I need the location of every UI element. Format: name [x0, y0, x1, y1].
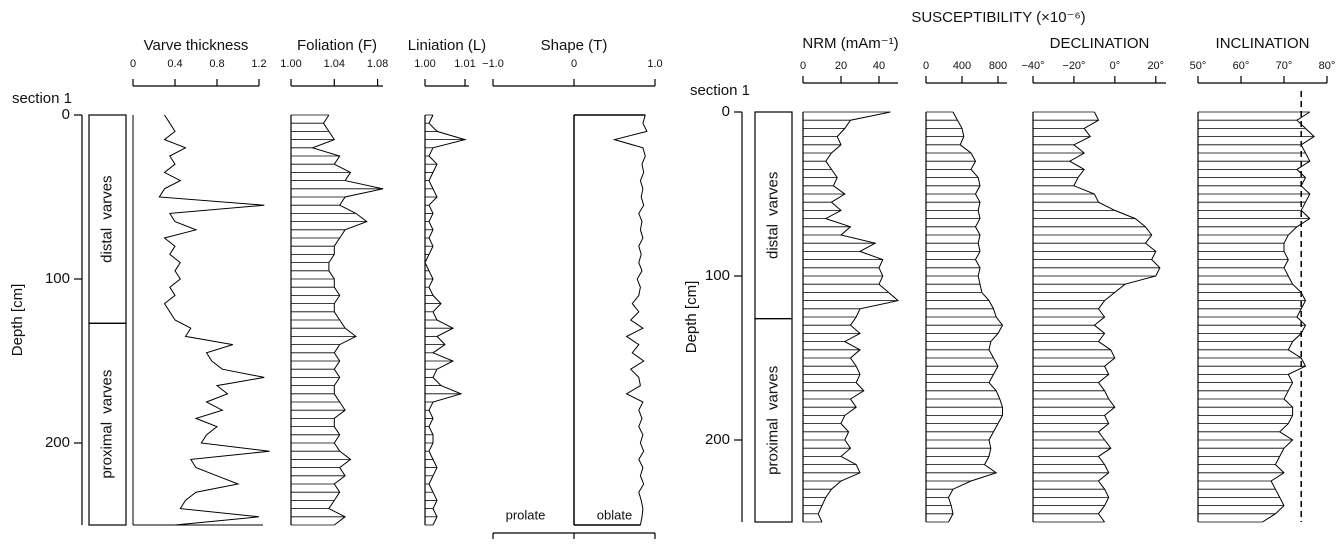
profile-line — [1262, 111, 1315, 523]
panel-title: NRM (mAm⁻¹) — [802, 35, 898, 52]
section-label: section 1 — [690, 82, 750, 99]
profile-line — [612, 114, 648, 526]
panel-title: Shape (T) — [541, 37, 608, 54]
x-tick-label: 1.2 — [251, 58, 266, 70]
panel-title: INCLINATION — [1216, 35, 1310, 52]
panel-title: Varve thickness — [144, 37, 249, 54]
x-tick-label: 0 — [130, 58, 136, 70]
lithology-label: distal varves — [764, 172, 781, 259]
y-axis-label: Depth [cm] — [9, 284, 26, 357]
y-axis-label: Depth [cm] — [683, 281, 700, 354]
annotation: oblate — [597, 507, 632, 522]
y-tick-label: 0 — [722, 103, 730, 120]
profile-line — [1068, 111, 1161, 523]
profile-line — [158, 114, 270, 526]
x-tick-label: 20° — [1147, 60, 1164, 72]
x-tick-label: 50° — [1190, 60, 1207, 72]
x-tick-label: 400 — [953, 60, 971, 72]
profile-line — [947, 111, 1004, 523]
x-tick-label: 0 — [800, 60, 806, 72]
x-tick-label: −40° — [1021, 60, 1044, 72]
x-tick-label: 80° — [1319, 60, 1336, 72]
y-tick-label: 100 — [705, 267, 730, 284]
x-tick-label: −20° — [1062, 60, 1085, 72]
profile-line — [424, 114, 467, 526]
y-tick-label: 200 — [45, 434, 70, 451]
panel-title: Foliation (F) — [297, 37, 377, 54]
y-tick-label: 200 — [705, 431, 730, 448]
x-tick-label: 1.01 — [454, 58, 475, 70]
profile-line — [817, 111, 900, 523]
lithology-unit — [754, 318, 793, 523]
panel-title: DECLINATION — [1050, 35, 1150, 52]
x-tick-label: 70° — [1276, 60, 1293, 72]
x-tick-label: 60° — [1233, 60, 1250, 72]
x-tick-label: 800 — [989, 60, 1007, 72]
x-tick-label: 0 — [571, 58, 577, 70]
x-tick-label: 40 — [873, 60, 885, 72]
x-tick-label: 0.8 — [209, 58, 224, 70]
x-tick-label: 0.4 — [167, 58, 182, 70]
y-tick-label: 0 — [62, 106, 70, 123]
annotation: prolate — [506, 507, 546, 522]
panel-title: SUSCEPTIBILITY (×10⁻⁶) — [911, 9, 1085, 26]
lithology-unit — [88, 322, 127, 526]
x-tick-label: 1.00 — [280, 58, 301, 70]
x-tick-label: 1.0 — [647, 58, 662, 70]
lithology-label: proximal varves — [764, 366, 781, 475]
x-tick-label: 0 — [923, 60, 929, 72]
profile-line — [311, 114, 384, 526]
x-tick-label: 1.08 — [367, 58, 388, 70]
x-tick-label: 1.00 — [414, 58, 435, 70]
lithology-label: distal varves — [98, 175, 115, 262]
x-tick-label: 1.04 — [324, 58, 345, 70]
lithology-label: proximal varves — [98, 370, 115, 479]
panel-title: Liniation (L) — [408, 37, 486, 54]
section-label: section 1 — [12, 90, 72, 107]
y-tick-label: 100 — [45, 270, 70, 287]
x-tick-label: −1.0 — [482, 58, 504, 70]
x-tick-label: 20 — [835, 60, 847, 72]
x-tick-label: 0° — [1110, 60, 1121, 72]
